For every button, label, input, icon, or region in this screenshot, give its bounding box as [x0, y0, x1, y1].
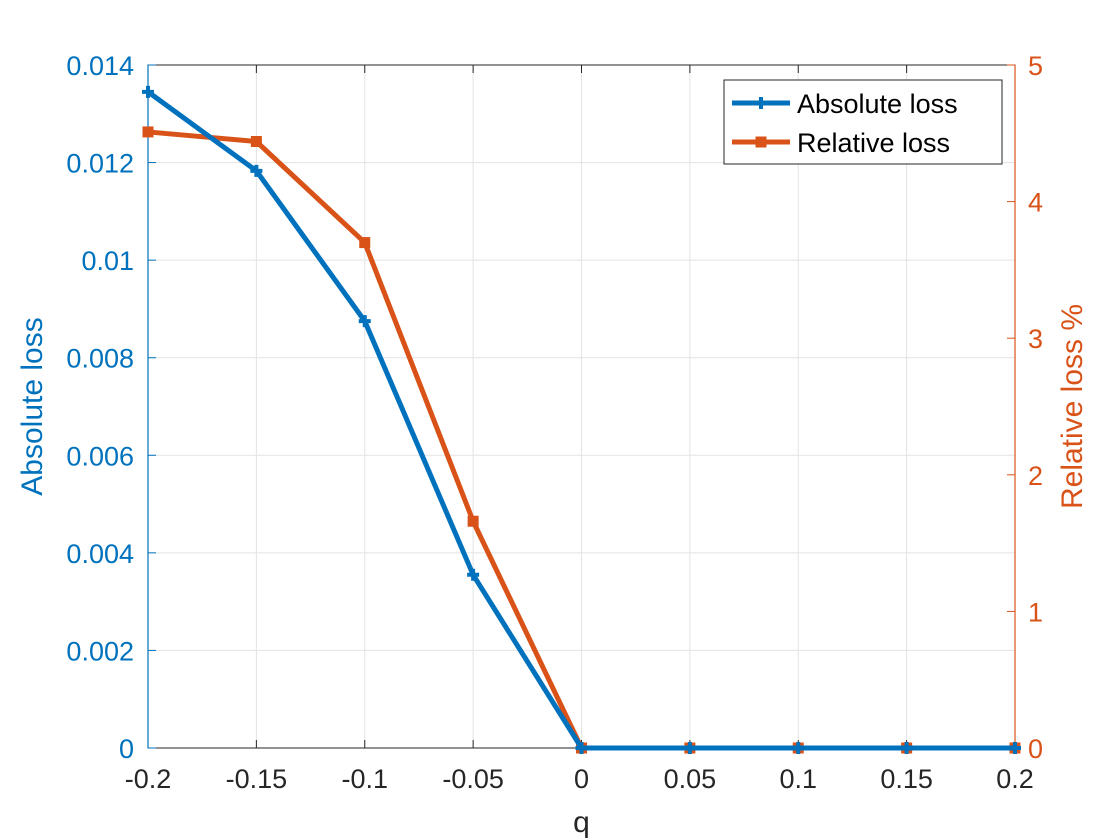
legend-item: Relative loss — [732, 128, 950, 158]
y2-tick-label: 4 — [1028, 188, 1043, 218]
y2-tick-label: 2 — [1028, 461, 1043, 491]
data-point — [358, 315, 371, 328]
y2-tick-label: 5 — [1028, 51, 1043, 81]
series-absolute-loss — [142, 85, 1021, 754]
y2-tick-label: 3 — [1028, 324, 1043, 354]
x-tick-label: -0.1 — [341, 764, 388, 794]
y2-axis-label: Relative loss % — [1056, 304, 1089, 509]
data-point — [900, 742, 913, 754]
y2-tick-label: 0 — [1028, 734, 1043, 764]
legend-label: Relative loss — [797, 128, 950, 158]
x-tick-label: 0.15 — [880, 764, 933, 794]
x-axis-label: q — [573, 806, 590, 839]
y2-tick-label: 1 — [1028, 597, 1043, 627]
y-tick-label: 0.012 — [66, 149, 134, 179]
y-tick-label: 0.002 — [66, 636, 134, 666]
data-point — [792, 742, 805, 754]
data-point — [575, 742, 588, 754]
x-tick-label: -0.2 — [125, 764, 172, 794]
x-tick-label: 0.1 — [779, 764, 817, 794]
data-point — [683, 742, 696, 754]
legend-box — [723, 79, 1003, 165]
y-tick-label: 0.008 — [66, 344, 134, 374]
data-point — [467, 568, 480, 581]
data-point — [250, 135, 262, 147]
ticks: -0.2 -0.15 -0.1 -0.05 0 0.05 0.1 0.15 0.200.0020… — [66, 51, 1043, 794]
series — [142, 85, 1021, 754]
data-point — [467, 515, 479, 527]
grid — [147, 64, 1016, 749]
legend: Absolute loss Relative loss — [723, 79, 1003, 165]
data-point — [359, 237, 371, 249]
y-axis-label: Absolute loss — [16, 317, 49, 495]
y-tick-label: 0.01 — [81, 246, 134, 276]
y-tick-label: 0.006 — [66, 441, 134, 471]
data-point — [142, 85, 154, 98]
data-point — [142, 126, 154, 138]
legend-marker — [755, 97, 767, 109]
data-point — [250, 164, 263, 177]
x-tick-label: 0.2 — [996, 764, 1034, 794]
x-tick-label: 0 — [574, 764, 589, 794]
legend-item: Absolute loss — [732, 89, 958, 119]
x-tick-label: -0.15 — [226, 764, 288, 794]
y-tick-label: 0 — [119, 734, 134, 764]
x-tick-label: 0.05 — [664, 764, 717, 794]
x-tick-label: -0.05 — [442, 764, 504, 794]
data-point — [1009, 742, 1021, 754]
y-tick-label: 0.014 — [66, 51, 134, 81]
y-tick-label: 0.004 — [66, 539, 134, 569]
legend-marker — [755, 136, 767, 148]
legend-label: Absolute loss — [797, 89, 958, 119]
